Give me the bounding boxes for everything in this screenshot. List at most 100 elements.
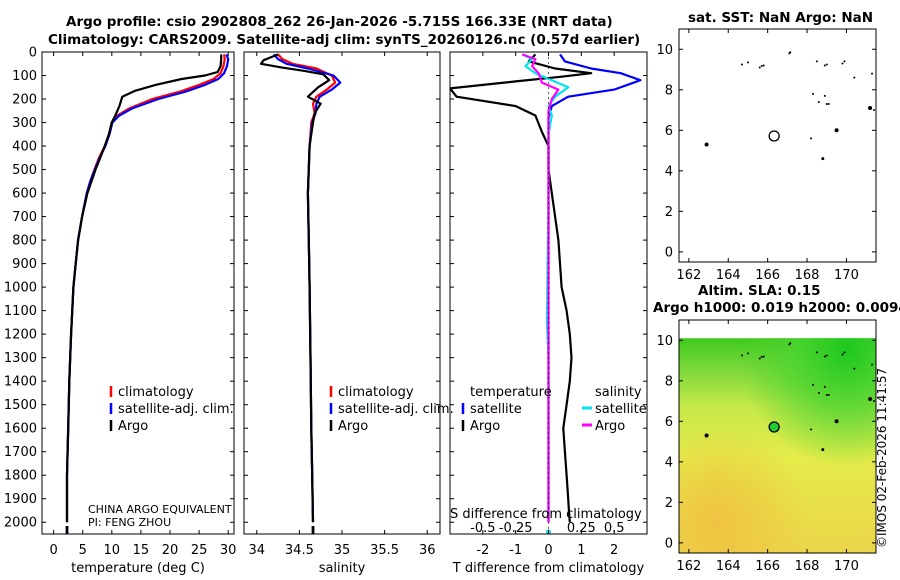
y-tick-label: 900	[12, 257, 37, 272]
legend-t-satellite-label: satellite	[470, 402, 522, 417]
x-tick-label: 0	[544, 543, 552, 558]
y-tick-label: 8	[665, 374, 673, 389]
y-tick-label: 1100	[4, 304, 37, 319]
y-tick-label: 6	[665, 415, 673, 430]
island-dot	[843, 60, 846, 63]
island-dot	[823, 64, 826, 67]
island-dot	[823, 355, 826, 358]
island-dot	[817, 391, 820, 394]
island-dot	[760, 64, 763, 67]
island-dot	[762, 355, 765, 358]
x-axis-label: temperature (deg C)	[71, 561, 205, 576]
secondary-axis-label: S difference from climatology	[450, 507, 642, 522]
island-dot	[825, 63, 828, 66]
y-tick-label: 0	[665, 536, 673, 551]
profile-panel-1: 0 5 10 15 20 25 30 temperature (deg C) 0 100 200 30…	[4, 46, 237, 577]
secondary-tick-label: -0.5	[470, 521, 495, 536]
y-tick-label: 500	[12, 163, 37, 178]
x-tick-label: 0	[49, 543, 57, 558]
y-tick-label: 400	[12, 140, 37, 155]
island-dot	[834, 128, 839, 133]
secondary-tick-label: -0.25	[499, 521, 533, 536]
y-tick-label: 1900	[4, 492, 37, 507]
x-tick-label: 168	[795, 268, 820, 283]
secondary-tick-label: 0.5	[604, 521, 625, 536]
legend-item-1-label: climatology	[338, 385, 414, 400]
y-tick-label: 300	[12, 116, 37, 131]
island-dot	[746, 61, 749, 64]
island-dot	[868, 397, 873, 402]
legend-title-salinity: salinity	[595, 385, 642, 400]
figure-title-line2: Climatology: CARS2009. Satellite-adj cli…	[48, 32, 641, 48]
credit-line2: PI: FENG ZHOU	[88, 516, 171, 529]
island-dot	[825, 393, 828, 396]
x-tick-label: 170	[834, 268, 859, 283]
x-axis-label: T difference from climatology	[452, 561, 645, 576]
y-tick-label: 8	[665, 83, 673, 98]
y-tick-label: 1200	[4, 328, 37, 343]
island-dot	[873, 400, 876, 403]
legend-item-2-label: satellite-adj. clim.	[338, 402, 454, 417]
series-line-2-1	[277, 53, 337, 523]
island-dot	[760, 355, 763, 358]
series-line-2-3	[259, 53, 331, 523]
island-dot	[789, 342, 792, 345]
island-dot	[843, 351, 846, 354]
legend-item-3-label: Argo	[118, 419, 148, 434]
x-tick-label: 1	[577, 543, 585, 558]
island-dot	[823, 385, 826, 388]
x-tick-label: 15	[133, 543, 150, 558]
imos-timestamp: ©IMOS 02-Feb-2026 11:41:57	[875, 367, 889, 548]
legend-panel-2: climatology satellite-adj. clim. Argo	[329, 385, 454, 434]
y-tick-label: 1600	[4, 422, 37, 437]
island-dot	[811, 92, 814, 95]
island-dot	[825, 354, 828, 357]
x-tick-label: 34.5	[285, 543, 314, 558]
island-dot	[758, 66, 761, 69]
x-tick-label: 164	[716, 559, 741, 574]
x-tick-label: 166	[755, 268, 780, 283]
island-dot	[704, 433, 709, 438]
axes-frame-1	[41, 51, 235, 535]
y-tick-label: 2	[665, 496, 673, 511]
island-dot	[746, 352, 749, 355]
x-tick-label: 36	[419, 543, 436, 558]
x-tick-label: 164	[716, 268, 741, 283]
x-tick-label: 35.5	[370, 543, 399, 558]
argo-float-marker	[768, 130, 780, 142]
island-dot	[758, 357, 761, 360]
legend-panel-1: climatology satellite-adj. clim. Argo	[109, 385, 234, 434]
island-dot	[809, 137, 812, 140]
profile-panel-3: -2 -1 0 1 2 T difference from climatology	[449, 51, 648, 576]
island-dot	[811, 383, 814, 386]
map-panel-2: 162 164 166 168 170 0 2 4 6 8 10	[656, 319, 877, 574]
y-tick-label: 2	[665, 205, 673, 220]
x-tick-label: 10	[104, 543, 121, 558]
series-line-3-2	[450, 53, 593, 523]
x-tick-label: -2	[476, 543, 489, 558]
x-tick-label: 166	[755, 559, 780, 574]
island-dot	[762, 64, 765, 67]
y-tick-label: 800	[12, 234, 37, 249]
series-line-1-3	[65, 54, 223, 523]
sst-map-title: sat. SST: NaN Argo: NaN	[688, 10, 874, 26]
y-tick-label: 1300	[4, 351, 37, 366]
secondary-tick-label: 0.25	[567, 521, 596, 536]
island-dot	[871, 72, 874, 75]
y-tick-label: 1400	[4, 375, 37, 390]
map-panel-1: 162 164 166 168 170 0 2 4 6 8 10	[656, 28, 877, 283]
sla-map-title-line2: Argo h1000: 0.019 h2000: 0.0094	[653, 300, 900, 316]
island-dot	[821, 448, 825, 452]
x-tick-label: 2	[610, 543, 618, 558]
legend-panel-3: temperature salinity satellite Argo satellit…	[450, 385, 647, 536]
y-tick-label: 4	[665, 455, 673, 470]
x-tick-label: 170	[834, 559, 859, 574]
island-dot	[741, 354, 744, 357]
y-tick-label: 1000	[4, 281, 37, 296]
island-dot	[853, 76, 856, 79]
island-dot	[834, 419, 839, 424]
island-dot	[871, 363, 874, 366]
island-dot	[815, 60, 818, 63]
